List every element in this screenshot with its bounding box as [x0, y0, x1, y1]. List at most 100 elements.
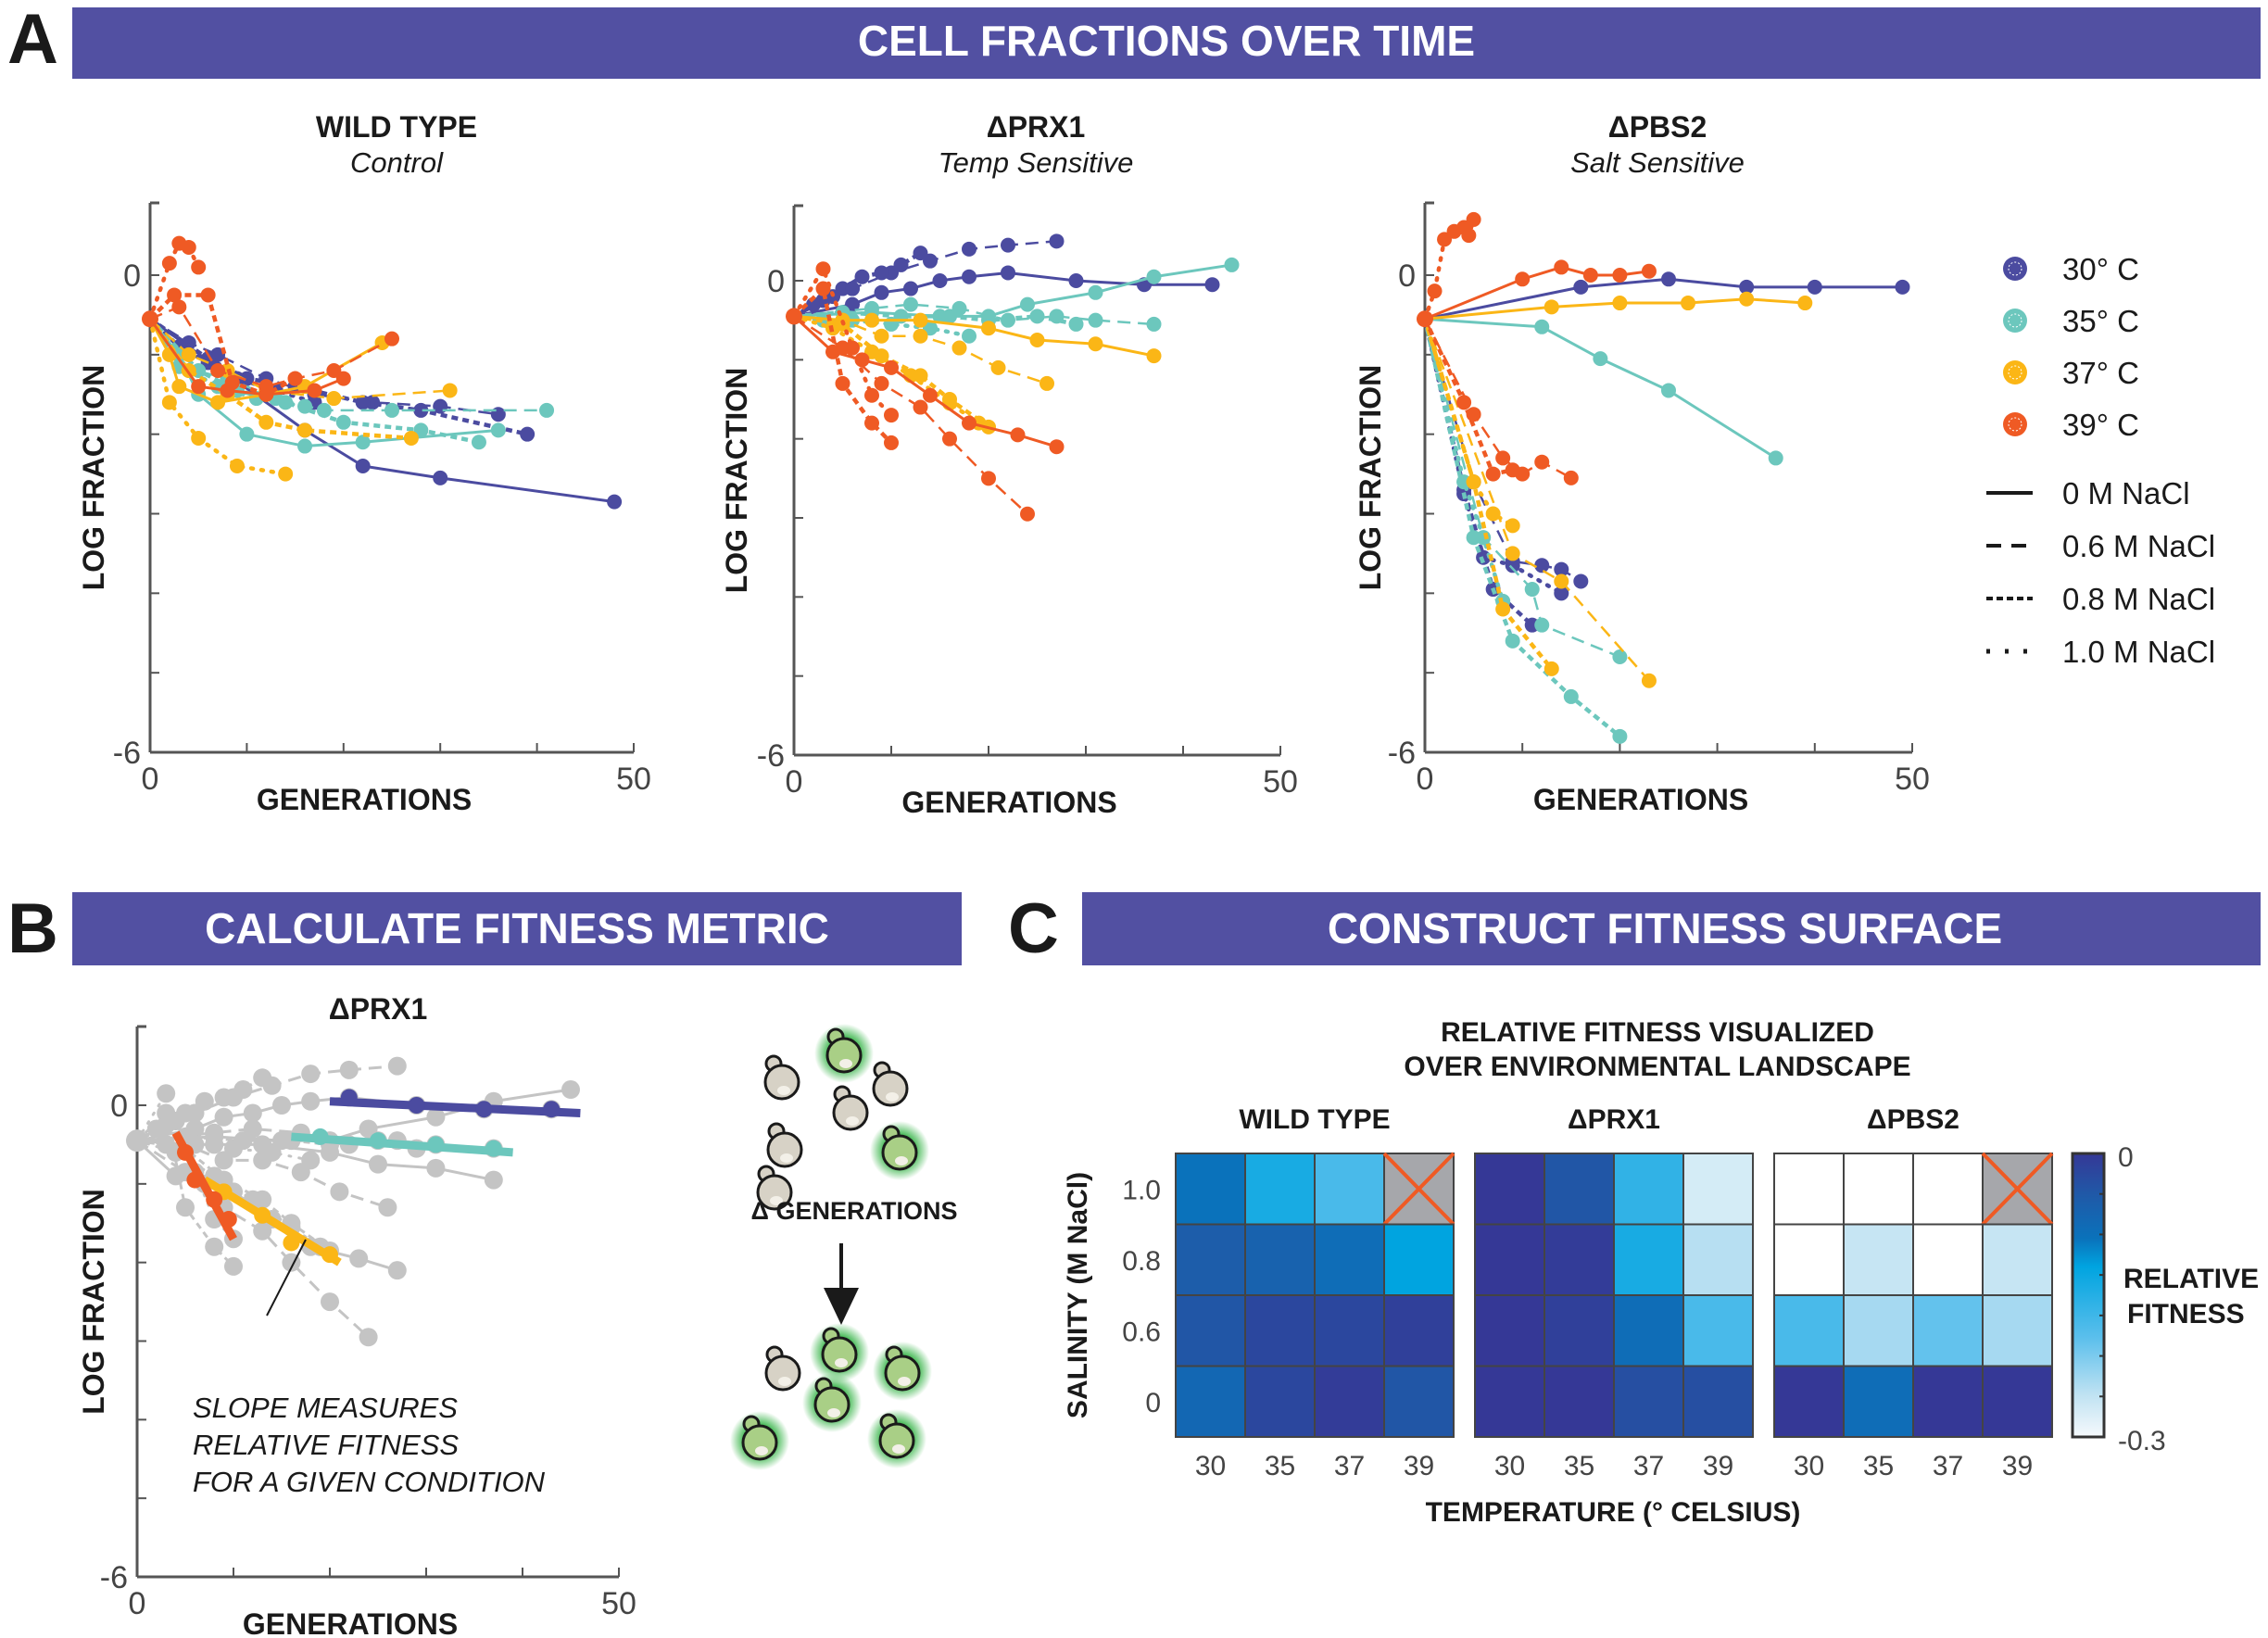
banner-a: [72, 7, 2261, 79]
annotation-line-3: FOR A GIVEN CONDITION: [193, 1466, 546, 1498]
data-point: [349, 1249, 369, 1268]
data-point: [607, 494, 623, 510]
banner-c-title: CONSTRUCT FITNESS SURFACE: [1328, 904, 2002, 952]
fit-point: [370, 1132, 386, 1150]
series-line: [1422, 316, 1506, 604]
fit-cell-icon: [867, 1409, 926, 1468]
heatmap-cell: [1314, 1365, 1385, 1438]
heatmap-cell: [1314, 1223, 1385, 1296]
data-point: [339, 1060, 359, 1079]
cell-nucleus: [778, 1377, 791, 1386]
data-point: [1505, 546, 1520, 561]
data-point: [1029, 309, 1045, 324]
data-point: [326, 391, 342, 407]
series-line: [148, 317, 412, 441]
data-point: [1681, 296, 1696, 311]
legend-label: 37° C: [2062, 356, 2139, 390]
heatmap-cell: [1773, 1153, 1845, 1226]
data-point: [426, 1107, 446, 1127]
y-axis-label: SALINITY (M NaCl): [1063, 1172, 1093, 1418]
data-point: [1088, 284, 1103, 300]
data-point: [962, 328, 976, 344]
data-point: [864, 387, 879, 403]
data-point: [200, 287, 216, 303]
data-point: [1040, 375, 1054, 391]
data-point: [278, 395, 294, 410]
data-point: [1768, 450, 1783, 466]
data-point: [1461, 228, 1477, 244]
banner-a-title: CELL FRACTIONS OVER TIME: [858, 17, 1475, 65]
data-point: [1739, 291, 1755, 307]
data-point: [253, 1135, 272, 1154]
legend-marker-t30: [2003, 257, 2027, 281]
fit-point: [206, 1191, 223, 1208]
data-point: [1515, 271, 1531, 287]
data-point: [1807, 279, 1822, 295]
data-point: [369, 1154, 387, 1174]
heatmap-cell: [1544, 1153, 1615, 1226]
data-point: [806, 296, 821, 312]
data-point: [874, 284, 889, 300]
heatmap-cell: [1314, 1153, 1385, 1226]
fit-cell-icon: [873, 1342, 932, 1401]
data-point: [224, 374, 240, 390]
data-point: [1068, 273, 1084, 288]
heatmap-cell: [1773, 1223, 1845, 1296]
heatmap-cell: [1682, 1153, 1754, 1226]
data-point: [942, 309, 957, 324]
data-point: [1895, 279, 1910, 295]
x-tick-label: 37: [1633, 1451, 1664, 1481]
chart-subtitle: Control: [350, 146, 444, 179]
heatmap-cell: [1613, 1153, 1684, 1226]
data-point: [981, 321, 996, 336]
data-point: [1020, 506, 1035, 522]
data-point: [442, 383, 458, 398]
heatmap-title-line-1: RELATIVE FITNESS VISUALIZED: [1441, 1017, 1874, 1048]
data-point: [1495, 601, 1511, 617]
data-point: [214, 1088, 233, 1107]
data-point: [1573, 573, 1589, 589]
series-line: [149, 318, 450, 400]
data-point: [539, 402, 555, 418]
y-tick-label: -6: [1388, 736, 1416, 771]
data-point: [874, 265, 889, 281]
legend-marker-t35: [2003, 309, 2027, 333]
heatmap-cell: [1544, 1223, 1615, 1296]
cell-nucleus: [846, 1116, 859, 1126]
data-point: [903, 296, 918, 312]
data-point: [205, 1135, 224, 1154]
data-point: [1010, 427, 1026, 443]
heatmap-cell: [1982, 1365, 2053, 1438]
cell-nucleus: [892, 1444, 905, 1454]
y-tick-label: -6: [113, 736, 141, 771]
data-point: [191, 259, 207, 275]
heatmap-cell: [1314, 1294, 1385, 1367]
data-point: [815, 261, 831, 277]
fit-line: [291, 1132, 513, 1157]
data-point: [1563, 688, 1579, 704]
data-point: [355, 435, 371, 450]
data-point: [1001, 237, 1015, 253]
fitness-surface: RELATIVE FITNESS VISUALIZED OVER ENVIRONM…: [1063, 1017, 2259, 1528]
origin-point: [786, 308, 802, 325]
data-point: [307, 383, 322, 398]
chart-title: ΔPBS2: [1608, 110, 1707, 144]
origin-point: [126, 1129, 148, 1153]
heatmap-cell: [1613, 1294, 1684, 1367]
fit-point: [475, 1101, 493, 1118]
x-tick-label: 50: [616, 762, 651, 797]
heatmap-title: ΔPBS2: [1867, 1104, 1959, 1135]
data-point: [1534, 319, 1550, 334]
data-point: [214, 1151, 233, 1170]
heatmap-cell: [1544, 1365, 1615, 1438]
chart-subtitle: Temp Sensitive: [939, 146, 1134, 179]
y-axis-label: LOG FRACTION: [720, 368, 753, 594]
series-line: [1424, 297, 1806, 321]
data-point: [1505, 462, 1520, 478]
data-point: [1204, 277, 1220, 293]
data-point: [161, 256, 177, 271]
heatmap-cell: [1244, 1365, 1316, 1438]
series-line: [1424, 277, 1903, 321]
x-tick-label: 35: [1265, 1451, 1295, 1481]
